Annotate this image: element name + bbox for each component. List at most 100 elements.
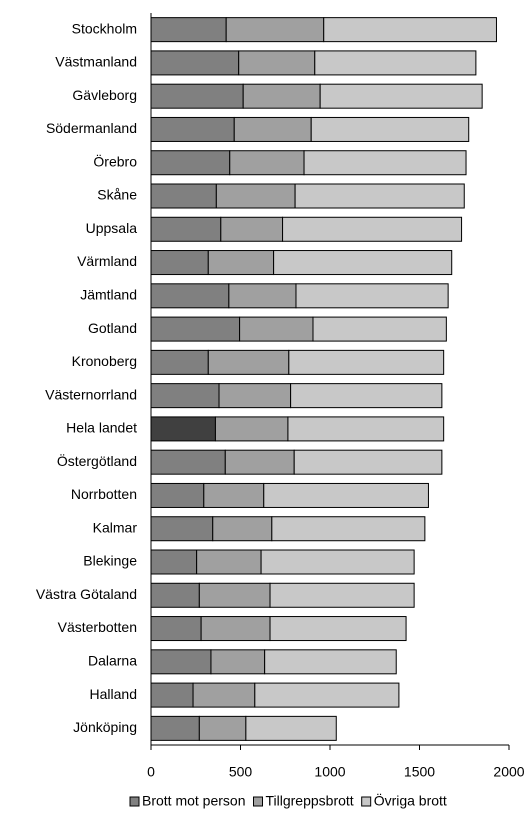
bar-segment bbox=[198, 715, 247, 741]
bar-segment bbox=[150, 715, 200, 741]
bar-segment bbox=[310, 116, 470, 142]
category-label: Gotland bbox=[88, 320, 137, 336]
bar-segment bbox=[150, 116, 235, 142]
bar-segment bbox=[264, 649, 397, 675]
category-label: Örebro bbox=[93, 152, 137, 169]
bar-segment bbox=[260, 549, 415, 575]
x-tick-label: 500 bbox=[229, 764, 253, 780]
bar-segment bbox=[196, 549, 262, 575]
bar-segment bbox=[150, 349, 209, 375]
bar-segment bbox=[200, 616, 271, 642]
bar-segment bbox=[150, 549, 198, 575]
category-label: Västernorrland bbox=[45, 386, 137, 402]
category-label: Jämtland bbox=[80, 287, 137, 303]
bar-segment bbox=[290, 383, 443, 409]
bar-segment bbox=[207, 250, 275, 276]
bar-segment bbox=[228, 283, 297, 309]
legend-swatch bbox=[253, 796, 263, 807]
bar-segment bbox=[288, 349, 445, 375]
bar-segment bbox=[242, 83, 321, 109]
bar-segment bbox=[150, 582, 200, 608]
legend-label: Tillgreppsbrott bbox=[266, 793, 354, 809]
bar-segment bbox=[207, 349, 290, 375]
bar-segment bbox=[150, 17, 227, 43]
category-label: Östergötland bbox=[57, 452, 137, 469]
category-label: Västra Götaland bbox=[36, 586, 137, 602]
bar-segment bbox=[295, 283, 449, 309]
x-tick-label: 1500 bbox=[404, 764, 435, 780]
bar-segment bbox=[198, 582, 271, 608]
category-label: Norrbotten bbox=[71, 486, 137, 502]
bar-segment bbox=[215, 183, 296, 209]
bar-segment bbox=[150, 83, 244, 109]
bar-segment bbox=[150, 283, 230, 309]
bar-segment bbox=[293, 449, 443, 475]
category-label: Gävleborg bbox=[72, 87, 137, 103]
x-tick-label: 0 bbox=[147, 764, 155, 780]
bar-segment bbox=[271, 516, 426, 542]
bar-segment bbox=[203, 482, 265, 508]
bar-segment bbox=[150, 250, 209, 276]
category-label: Kalmar bbox=[93, 519, 138, 535]
bar-segment bbox=[303, 150, 467, 176]
x-tick-label: 1000 bbox=[314, 764, 345, 780]
bar-segment bbox=[150, 316, 241, 342]
bar-segment bbox=[282, 216, 463, 242]
category-label: Kronoberg bbox=[72, 353, 137, 369]
category-label: Jönköping bbox=[73, 719, 137, 735]
bar-segment bbox=[150, 416, 216, 442]
bar-segment bbox=[239, 316, 314, 342]
bar-segment bbox=[214, 416, 289, 442]
category-label: Stockholm bbox=[72, 20, 137, 36]
bar-segment bbox=[294, 183, 465, 209]
bar-segment bbox=[238, 50, 316, 76]
bar-segment bbox=[312, 316, 447, 342]
bar-segment bbox=[314, 50, 477, 76]
category-label: Hela landet bbox=[66, 420, 137, 436]
category-label: Dalarna bbox=[88, 653, 137, 669]
bar-segment bbox=[150, 150, 231, 176]
bar-segment bbox=[192, 682, 256, 708]
bar-segment bbox=[254, 682, 400, 708]
bar-segment bbox=[323, 17, 497, 43]
bar-segment bbox=[263, 482, 429, 508]
category-label: Västmanland bbox=[55, 54, 137, 70]
category-label: Västerbotten bbox=[58, 619, 137, 635]
bar-segment bbox=[245, 715, 337, 741]
category-label: Uppsala bbox=[86, 220, 138, 236]
bar-segment bbox=[220, 216, 284, 242]
legend-label: Brott mot person bbox=[142, 793, 246, 809]
x-tick-label: 2000 bbox=[493, 764, 524, 780]
bar-segment bbox=[319, 83, 483, 109]
bar-segment bbox=[212, 516, 273, 542]
bar-segment bbox=[150, 383, 220, 409]
category-label: Blekinge bbox=[83, 553, 137, 569]
bar-segment bbox=[150, 516, 214, 542]
category-label: Halland bbox=[90, 686, 137, 702]
legend-label: Övriga brott bbox=[374, 792, 447, 809]
legend-swatch bbox=[129, 796, 140, 807]
bar-segment bbox=[210, 649, 266, 675]
category-label: Värmland bbox=[77, 253, 137, 269]
bar-segment bbox=[150, 449, 226, 475]
bar-segment bbox=[287, 416, 445, 442]
bar-segment bbox=[150, 50, 240, 76]
bar-segment bbox=[229, 150, 305, 176]
bar-segment bbox=[269, 582, 415, 608]
legend-swatch bbox=[361, 796, 372, 807]
bar-segment bbox=[150, 682, 194, 708]
bar-segment bbox=[150, 183, 217, 209]
bar-segment bbox=[225, 17, 325, 43]
bar-segment bbox=[218, 383, 292, 409]
bar-segment bbox=[150, 482, 205, 508]
bar-segment bbox=[273, 250, 453, 276]
bar-segment bbox=[224, 449, 295, 475]
bar-segment bbox=[233, 116, 312, 142]
bar-segment bbox=[269, 616, 407, 642]
category-label: Skåne bbox=[97, 187, 137, 203]
category-label: Södermanland bbox=[46, 120, 137, 136]
bar-segment bbox=[150, 616, 202, 642]
bar-segment bbox=[150, 649, 212, 675]
bar-segment bbox=[150, 216, 222, 242]
